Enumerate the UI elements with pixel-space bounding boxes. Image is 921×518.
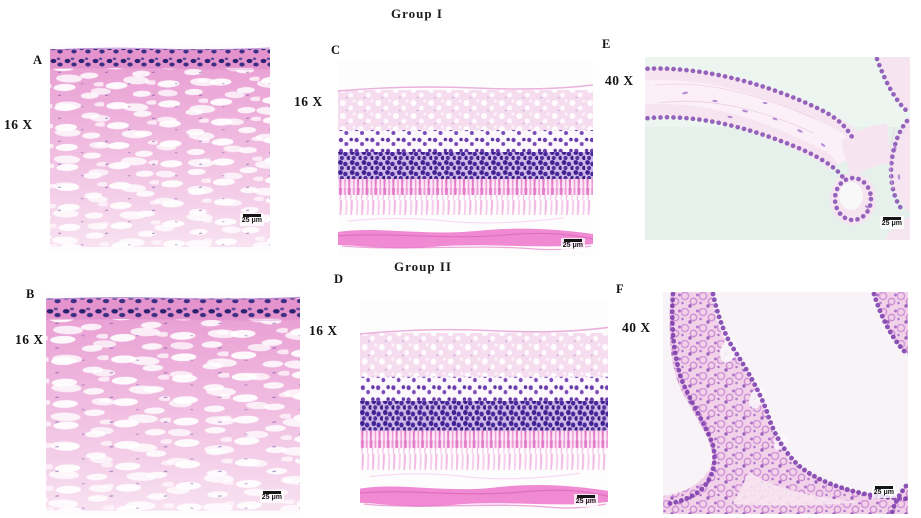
scale-bar-label: 25 μm — [562, 242, 583, 249]
scale-bar-line — [242, 214, 261, 217]
group-2-title: Group II — [394, 259, 452, 274]
scale-bar-label: 25 μm — [261, 494, 282, 501]
panel-b-letter: B — [26, 287, 35, 301]
scale-bar-line — [576, 495, 595, 498]
scale-bar: 25 μm — [573, 494, 598, 508]
panel-c-magnification: 16 X — [294, 94, 323, 109]
panel-c-letter: C — [331, 43, 341, 57]
micrograph-cornea-a: 25 μm — [50, 43, 270, 251]
panel-f-letter: F — [616, 282, 624, 296]
panel-b-magnification: 16 X — [15, 332, 44, 347]
panel-e-magnification: 40 X — [605, 73, 634, 88]
panel-a-magnification: 16 X — [4, 117, 33, 132]
panel-f-magnification: 40 X — [622, 320, 651, 335]
micrograph-ciliary-f: 25 μm — [663, 292, 908, 514]
scale-bar: 25 μm — [871, 485, 896, 499]
scale-bar: 25 μm — [560, 238, 585, 252]
panel-d-magnification: 16 X — [309, 323, 338, 338]
group-1-title: Group I — [391, 6, 443, 21]
scale-bar-label: 25 μm — [575, 498, 596, 505]
scale-bar-line — [262, 491, 281, 494]
micrograph-cornea-b: 25 μm — [46, 292, 300, 515]
scale-bar: 25 μm — [879, 216, 904, 230]
scale-bar-line — [874, 486, 893, 489]
scale-bar-line — [882, 217, 901, 220]
micrograph-retina-d: 25 μm — [360, 300, 608, 515]
panel-a-letter: A — [33, 53, 43, 67]
micrograph-retina-c: 25 μm — [338, 60, 593, 256]
panel-e-letter: E — [602, 37, 611, 51]
panel-d-letter: D — [334, 272, 344, 286]
scale-bar-label: 25 μm — [873, 489, 894, 496]
scale-bar: 25 μm — [239, 213, 264, 227]
scale-bar: 25 μm — [259, 490, 284, 504]
scale-bar-line — [563, 239, 582, 242]
scale-bar-label: 25 μm — [881, 220, 902, 227]
scale-bar-label: 25 μm — [241, 217, 262, 224]
micrograph-ciliary-e: 25 μm — [645, 57, 910, 240]
